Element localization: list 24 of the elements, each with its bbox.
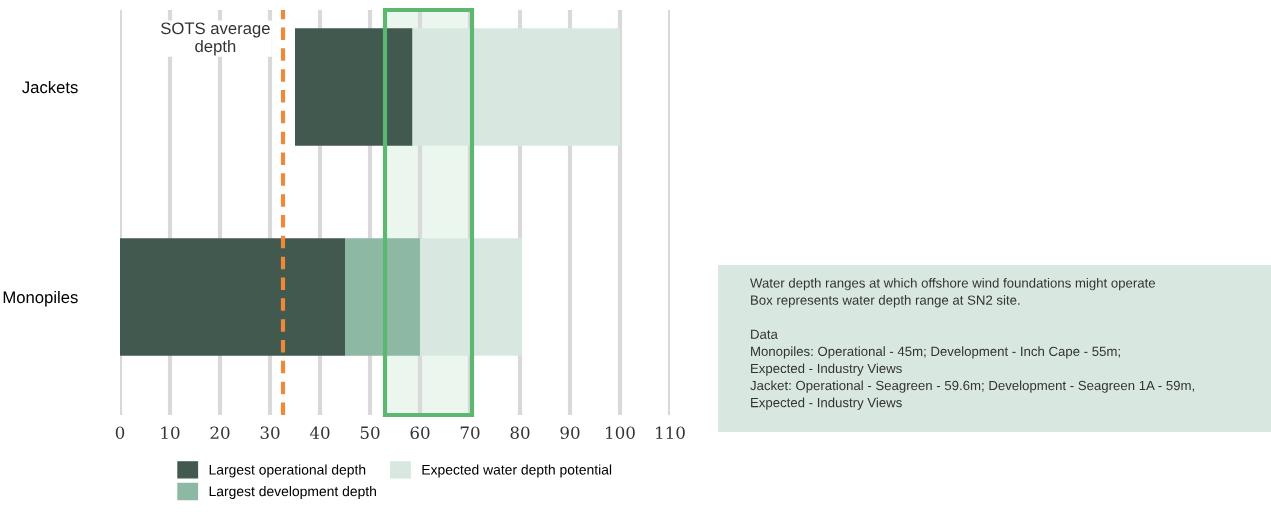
- bar: [420, 238, 522, 356]
- x-tick-label: 0: [115, 426, 125, 440]
- text: Water depth ranges at which offshore wind foundations might operate Box represents water depth range at SN2 site. Data Monopiles: Operational - 45m; Development - Inch Cape - 55m; Expected - Industry Views Jacket: Operational - Seagreen - 59.6m; Development - Seagreen 1A - 59m, Expected - Industry Views: [750, 278, 1194, 410]
- bar: [345, 238, 420, 356]
- x-tick-label: 90: [560, 426, 580, 440]
- y-tick-label: Jackets: [22, 80, 78, 94]
- x-tick-label: 60: [410, 426, 430, 440]
- y-tick-label: Monopiles: [3, 290, 78, 307]
- legend-label: Expected water depth potential: [422, 464, 612, 478]
- x-tick-label: 50: [360, 426, 380, 440]
- x-tick-label: 70: [460, 426, 480, 440]
- bar: [412, 28, 620, 146]
- bar: [295, 28, 413, 146]
- legend-label: Largest operational depth: [209, 464, 366, 478]
- x-tick-label: 40: [309, 426, 330, 440]
- x-tick-label: 20: [210, 426, 230, 440]
- x-tick-label: 80: [510, 426, 530, 440]
- legend-label: Largest development depth: [209, 486, 376, 499]
- ref-line-label: SOTS average depth: [161, 22, 270, 56]
- x-tick-label: 110: [656, 426, 685, 440]
- x-tick-label: 100: [606, 426, 635, 440]
- x-tick-label: 30: [260, 426, 280, 440]
- bar: [120, 238, 345, 356]
- x-tick-label: 10: [161, 426, 180, 440]
